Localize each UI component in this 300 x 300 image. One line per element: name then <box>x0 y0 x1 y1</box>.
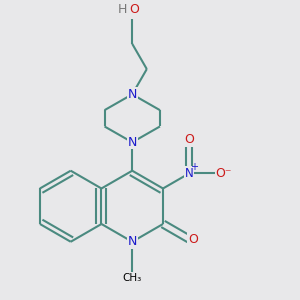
Text: N: N <box>128 136 137 149</box>
Text: O: O <box>129 2 139 16</box>
Text: H: H <box>118 2 127 16</box>
Text: O: O <box>188 232 198 246</box>
Text: N: N <box>128 88 137 101</box>
Text: O⁻: O⁻ <box>215 167 232 180</box>
Text: N: N <box>185 167 194 180</box>
Text: CH₃: CH₃ <box>123 273 142 284</box>
Text: N: N <box>128 235 137 248</box>
Text: +: + <box>190 162 199 172</box>
Text: O: O <box>184 133 194 146</box>
